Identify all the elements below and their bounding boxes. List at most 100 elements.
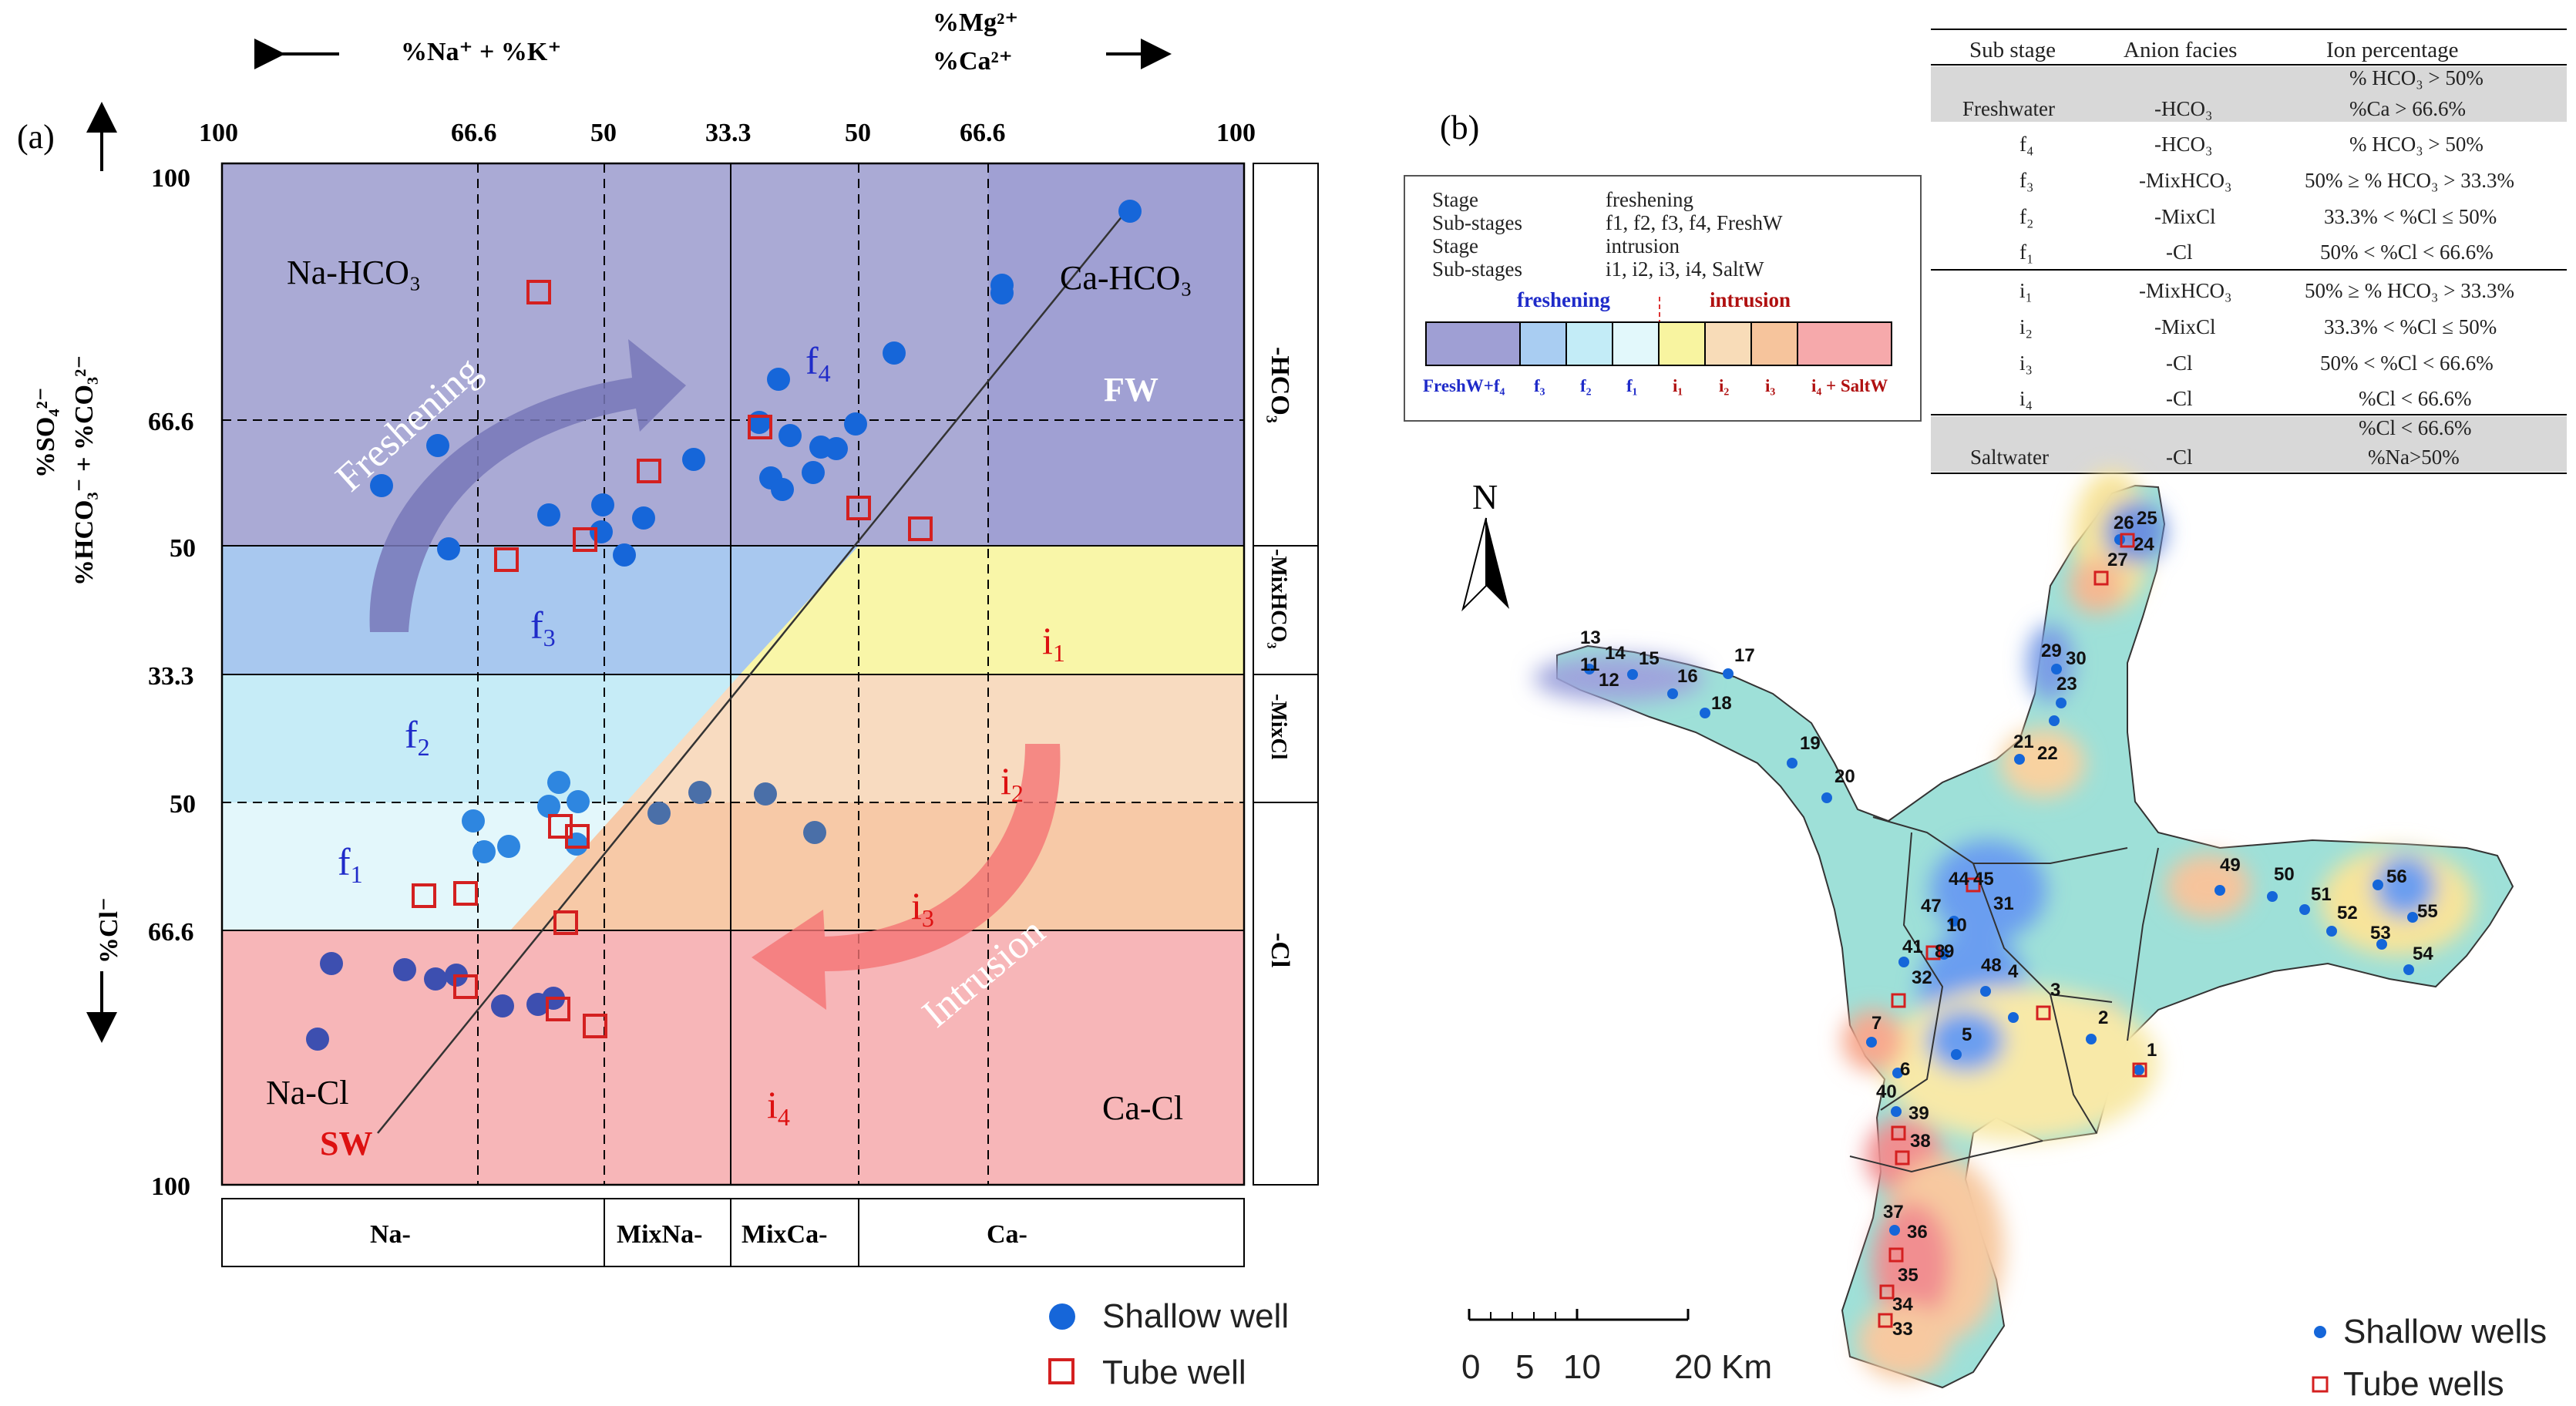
tube-well-point (565, 824, 590, 849)
well-number: 24 (2134, 534, 2154, 555)
shallow-well-point (370, 474, 393, 497)
map-shallow-wells (1584, 534, 2418, 1236)
well-number: 47 (1921, 896, 1942, 917)
shallow-well-point (688, 781, 711, 804)
tube-well-point (637, 459, 661, 483)
legend-intrusion-title: intrusion (1710, 288, 1791, 311)
tube-well-point (526, 280, 551, 304)
map-well (2014, 754, 2025, 765)
top-ticks: 100 66.6 50 33.3 50 66.6 100 (199, 119, 1256, 147)
district-boundaries (1849, 816, 2159, 1173)
study-area-map: 1 2 3 4 5 6 7 8 9 10 11 12 13 14 15 16 1… (1534, 470, 2514, 1389)
shallow-well-point (591, 493, 614, 516)
map-well (2373, 880, 2383, 890)
bar-label: i₄ + SaltW (1811, 376, 1888, 395)
well-number: 17 (1734, 645, 1755, 666)
shallow-well-point (491, 994, 514, 1018)
well-number: 10 (1946, 915, 1967, 936)
map-well (1878, 1313, 1893, 1328)
shallow-well-point (767, 368, 790, 391)
well-number: 20 (1834, 766, 1855, 787)
well-number: 6 (1900, 1059, 1910, 1080)
top-axis-right-title-2: %Ca²⁺ (933, 47, 1013, 76)
well-number: 12 (1599, 670, 1619, 691)
table-row-shade (1931, 416, 2567, 472)
right-facies-mixcl: -MixCl (1266, 694, 1290, 760)
panel-a-label: (a) (17, 118, 55, 156)
intrusion-arrow (752, 744, 1061, 1010)
legend-freshening-title: freshening (1517, 288, 1611, 311)
table-cell-facies: -MixCl (2154, 205, 2216, 228)
top-tick: 100 (1216, 119, 1256, 147)
tube-well-point (748, 415, 772, 439)
map-well (1925, 945, 1941, 960)
legend-substage-key: Sub-stages (1432, 211, 1522, 234)
well-number: 8 (1935, 941, 1945, 962)
table-cell-facies: -MixHCO₃ (2139, 279, 2231, 302)
shallow-well-point (426, 434, 449, 457)
legend-substage-val: f1, f2, f3, f4, FreshW (1606, 211, 1783, 234)
table-cell-ion: 33.3% < %Cl ≤ 50% (2324, 315, 2497, 338)
shallow-well-point (990, 281, 1014, 304)
shallow-well-point (682, 448, 705, 471)
table-cell-ion: % HCO₃ > 50% (2349, 66, 2484, 89)
well-number: 26 (2114, 513, 2134, 533)
stage-color-bar (1425, 321, 1892, 366)
table-cell-stage: Saltwater (1970, 446, 2049, 469)
table-cell-ion: %Cl < 66.6% (2359, 387, 2471, 410)
well-number: 54 (2413, 944, 2433, 964)
band-fw-corner (988, 163, 1244, 546)
well-number: 14 (1605, 643, 1626, 664)
well-number: 49 (2220, 855, 2241, 876)
label-i4: i4 (767, 1083, 790, 1131)
freshening-arrow (369, 339, 686, 632)
top-axis-right-title-1: %Mg²⁺ (933, 8, 1018, 37)
shallow-well-point (590, 520, 613, 543)
table-cell-stage: f₂ (2019, 205, 2033, 228)
map-tube-wells (1878, 533, 2147, 1328)
legend-shallow-marker (1049, 1303, 1075, 1330)
table-cell-stage: f₃ (2019, 169, 2033, 192)
map-well (2132, 1062, 2147, 1078)
map-well (2036, 1005, 2051, 1021)
shallow-well-point (748, 411, 771, 434)
panel-b: (b) Stage freshening Sub-stages f1, f2, … (1404, 29, 2567, 1403)
left-tick: 100 (151, 164, 190, 193)
shallow-well-point (567, 790, 590, 813)
right-facies-cl: -Cl (1266, 933, 1294, 967)
map-well (1892, 1068, 1903, 1078)
well-number: 34 (1892, 1294, 1913, 1315)
shallow-well-point (771, 478, 794, 501)
map-well (2134, 1065, 2144, 1075)
map-well (2299, 904, 2310, 915)
well-number: 50 (2274, 864, 2295, 885)
map-well (1895, 1150, 1910, 1166)
bar-segment (1797, 321, 1892, 366)
table-cell-ion: %Na>50% (2368, 446, 2460, 469)
well-number: 11 (1580, 654, 1599, 675)
shallow-well-points (306, 200, 1142, 1051)
table-cell-ion: %Cl < 66.6% (2359, 416, 2471, 439)
map-well (2403, 964, 2414, 975)
bar-segment (1519, 321, 1567, 366)
bottom-facies-mixna: MixNa- (617, 1220, 702, 1249)
label-i1: i1 (1042, 619, 1065, 667)
map-well (1723, 668, 1734, 679)
map-well (2093, 570, 2109, 586)
table-cell-ion: 50% ≥ % HCO₃ > 33.3% (2305, 169, 2514, 192)
map-well (1891, 993, 1906, 1008)
band-i4 (222, 930, 1244, 1185)
shallow-well-point (1118, 200, 1142, 223)
map-well (2407, 912, 2418, 923)
map-well (1980, 986, 1991, 997)
top-tick: 33.3 (705, 119, 752, 147)
map-legend-shallow-label: Shallow wells (2343, 1313, 2547, 1350)
legend-shallow-label: Shallow well (1102, 1297, 1289, 1335)
bar-label: f₃ (1534, 376, 1545, 395)
bar-segment (1658, 321, 1706, 366)
table-cell-ion: %Ca > 66.6% (2349, 97, 2466, 120)
north-label: N (1472, 477, 1498, 516)
map-well (2267, 891, 2278, 902)
bar-label: f₂ (1580, 376, 1592, 395)
table-row-shade (1931, 66, 2567, 122)
